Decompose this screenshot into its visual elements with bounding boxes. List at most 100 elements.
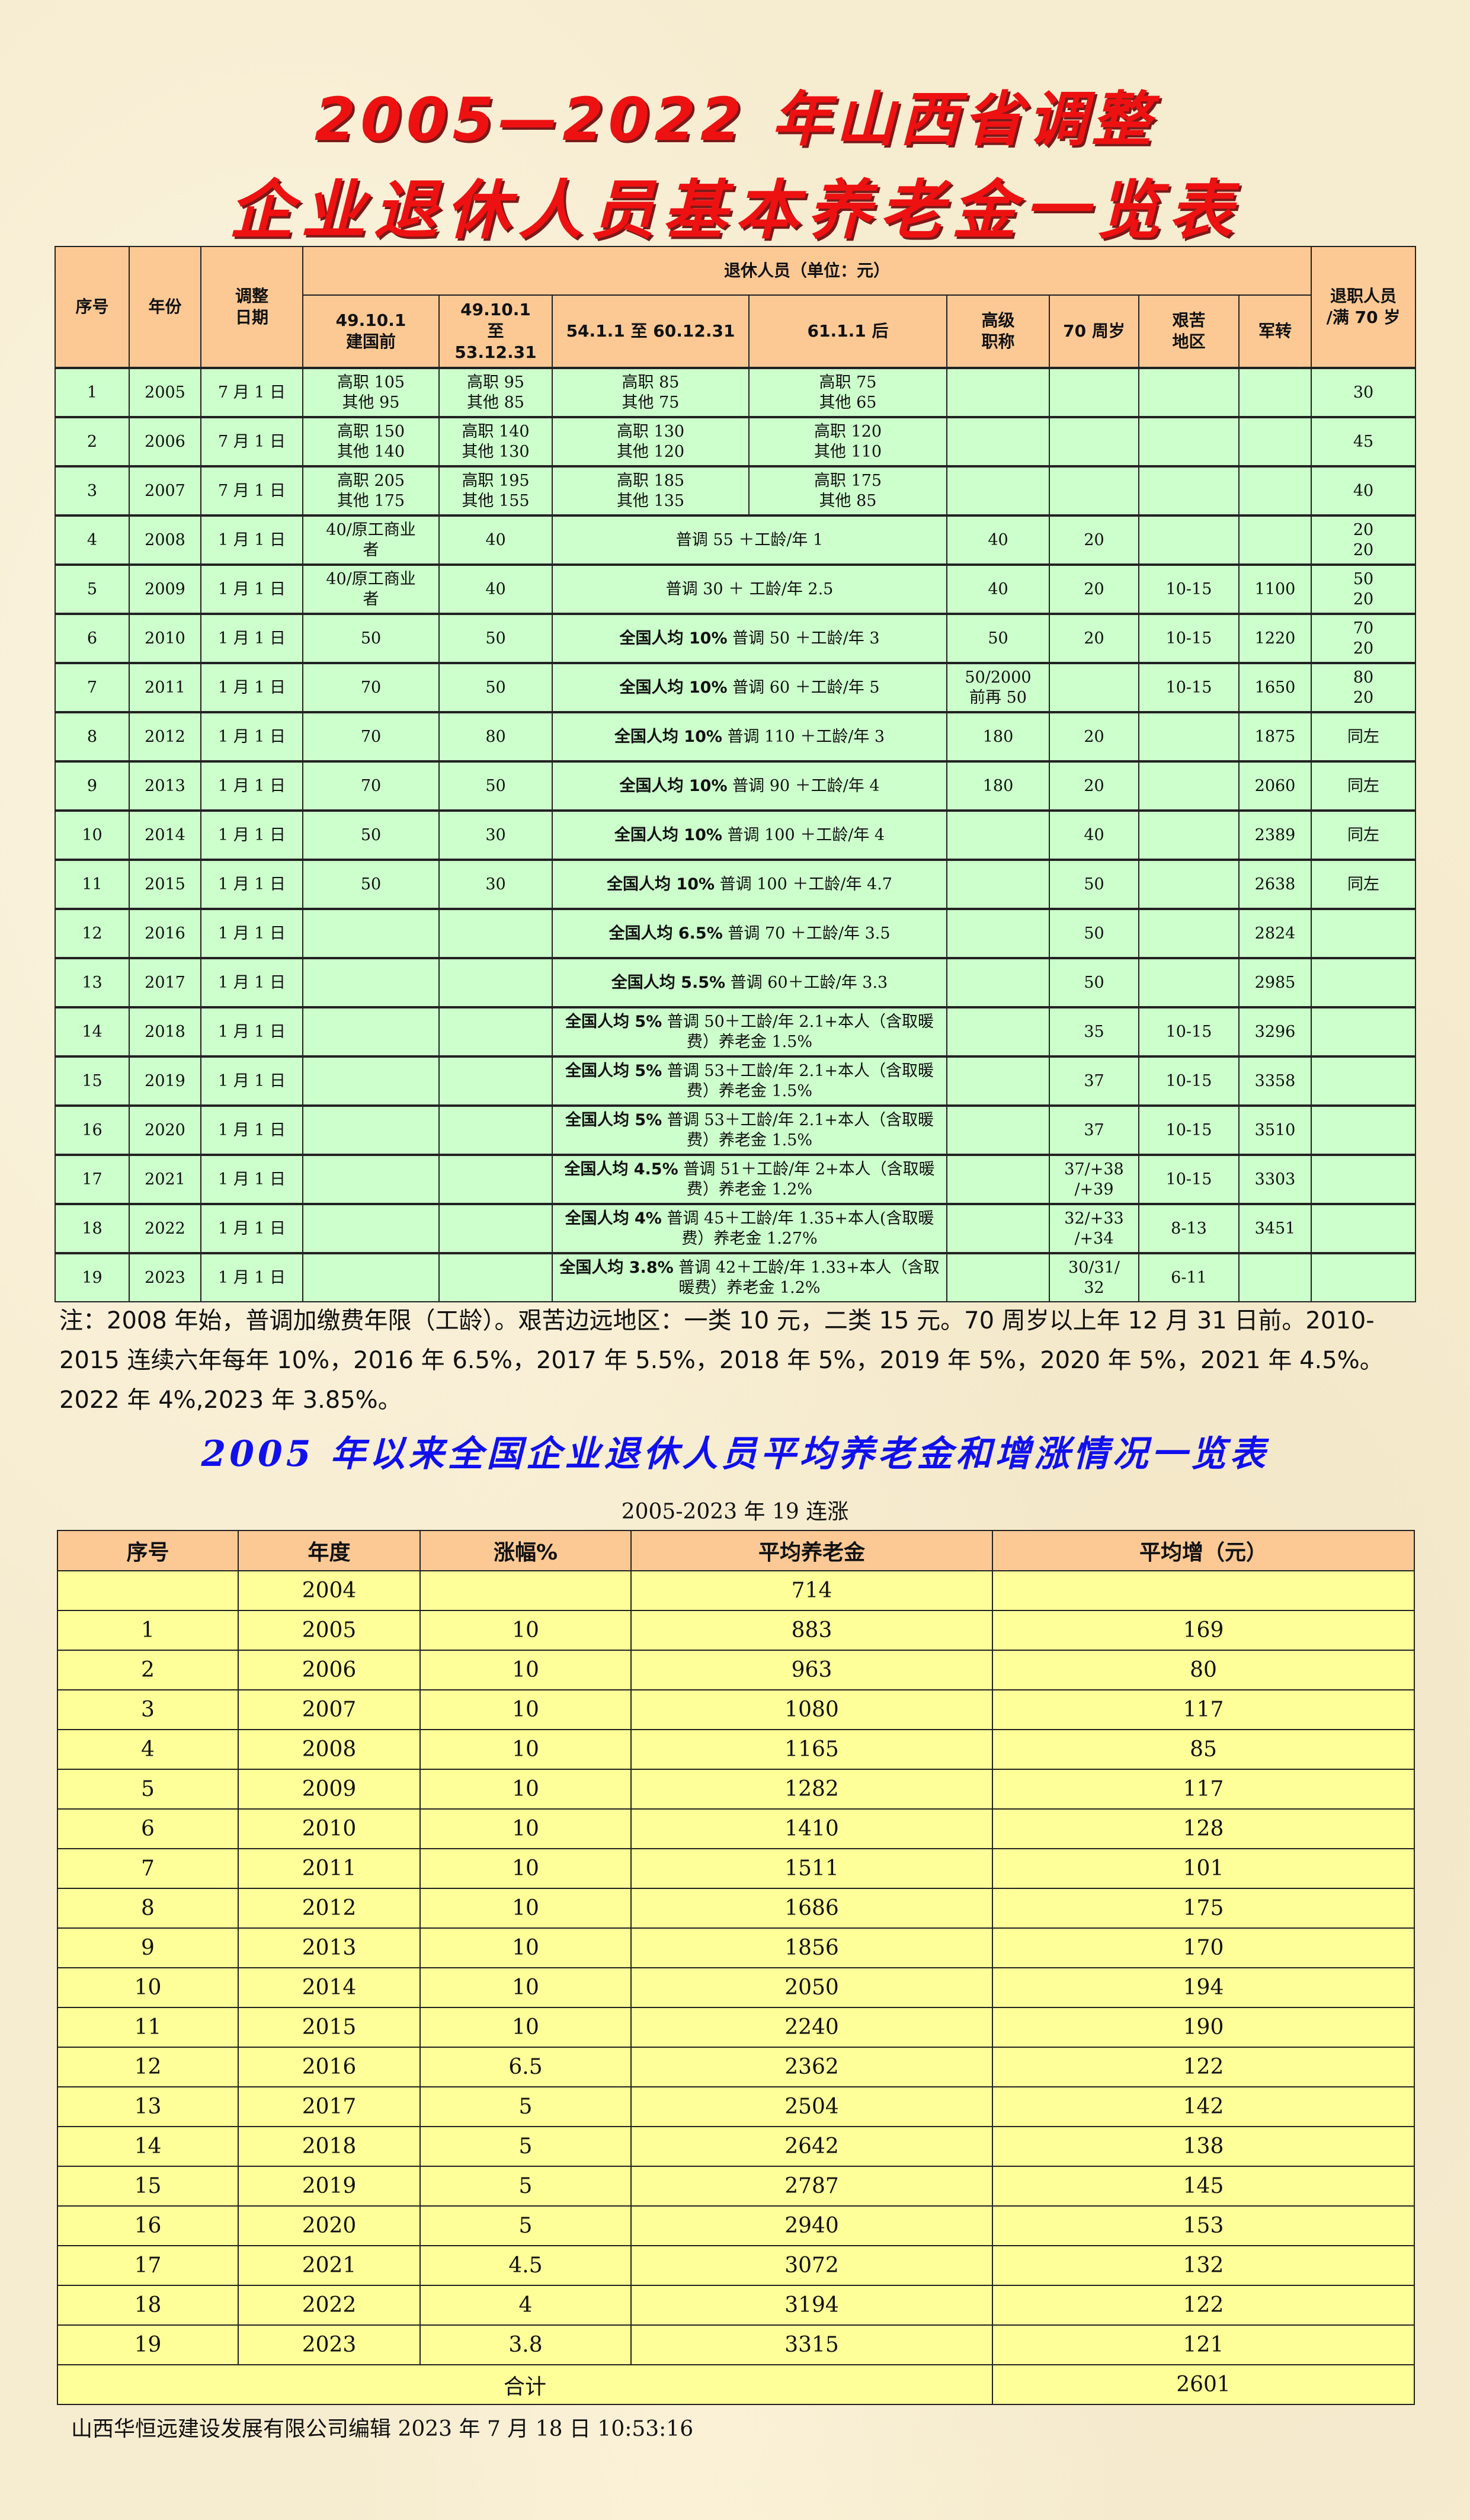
cell-military: 1875 (1238, 712, 1312, 762)
cell-c3: 高职 85 其他 75 (552, 367, 750, 418)
table2-cell: 11 (57, 2007, 239, 2048)
table2-cell: 2007 (238, 1689, 421, 1730)
cell-senior (946, 1056, 1050, 1106)
table2-cell: 2010 (238, 1808, 421, 1849)
cell-seq: 7 (55, 662, 130, 713)
table2-cell: 2050 (630, 1967, 993, 2008)
cell-seq: 19 (55, 1253, 130, 1302)
table2-cell: 2008 (238, 1729, 421, 1770)
cell-age70: 40 (1049, 810, 1139, 860)
cell-hardship (1138, 859, 1240, 910)
adjustment-detail: 普调 100 ＋工龄/年 4.7 (715, 875, 892, 894)
cell-military: 1220 (1238, 613, 1312, 664)
table2-cell: 2023 (238, 2324, 421, 2365)
table-row: 19 2023 1 月 1 日 全国人均 3.8% 普调 42＋工龄/年 1.33+本… (55, 1253, 1417, 1302)
cell-c1 (302, 1105, 440, 1155)
table2-cell: 2015 (238, 2007, 421, 2048)
table-row: 11 2015 10 2240 190 (57, 2007, 1415, 2048)
table-row: 5 2009 10 1282 117 (57, 1769, 1415, 1810)
cell-hardship: 10-15 (1138, 1056, 1240, 1106)
national-average-rate: 全国人均 10% (619, 629, 728, 648)
cell-year: 2021 (129, 1154, 201, 1205)
cell-c3: 高职 185 其他 135 (552, 466, 750, 516)
cell-c2: 高职 195 其他 155 (438, 466, 553, 516)
table2-cell: 10 (57, 1967, 239, 2008)
cell-date: 1 月 1 日 (200, 958, 303, 1008)
table2-cell: 1686 (630, 1888, 993, 1929)
cell-date: 1 月 1 日 (200, 515, 303, 565)
cell-senior (946, 810, 1050, 860)
table-row: 13 2017 1 月 1 日 全国人均 5.5% 普调 60＋工龄/年 3.3 50 2… (55, 958, 1417, 1008)
cell-senior: 50/2000 前再 50 (946, 662, 1050, 713)
cell-year: 2016 (129, 908, 201, 959)
table2-cell: 3072 (630, 2245, 993, 2286)
table2-cell: 2504 (630, 2086, 993, 2127)
cell-c2: 50 (438, 761, 553, 811)
cell-seq: 16 (55, 1105, 130, 1155)
cell-year: 2019 (129, 1056, 201, 1106)
table2-cell: 153 (992, 2205, 1415, 2246)
national-average-rate: 全国人均 6.5% (609, 924, 723, 943)
cell-adjustment-rule: 普调 55 ＋工龄/年 1 (552, 515, 947, 565)
cell-c2 (438, 1056, 553, 1106)
cell-hardship: 10-15 (1138, 1154, 1240, 1205)
table-row: 3 2007 7 月 1 日高职 205 其他 175 高职 195 其他 155 高职… (55, 466, 1417, 516)
cell-hardship: 10-15 (1138, 662, 1240, 713)
cell-military: 1650 (1238, 662, 1312, 713)
cell-military: 2060 (1238, 761, 1312, 811)
table-row: 9 2013 10 1856 170 (57, 1927, 1415, 1968)
cell-adjustment-rule: 全国人均 10% 普调 50 ＋工龄/年 3 (552, 613, 947, 664)
table2-cell: 117 (992, 1769, 1415, 1810)
table2-cell: 16 (57, 2205, 239, 2246)
cell-c2 (438, 1203, 553, 1254)
cell-c1: 高职 105 其他 95 (302, 367, 440, 418)
cell-seq: 17 (55, 1154, 130, 1205)
table-row: 8 2012 10 1686 175 (57, 1888, 1415, 1929)
cell-senior (946, 859, 1050, 910)
cell-year: 2017 (129, 958, 201, 1008)
cell-year: 2015 (129, 859, 201, 910)
table2-header: 平均增（元） (992, 1530, 1415, 1571)
cell-senior (946, 1154, 1050, 1205)
cell-military: 3303 (1238, 1154, 1312, 1205)
cell-c2: 30 (438, 859, 553, 910)
adjustment-detail: 普调 90 ＋工龄/年 4 (727, 776, 880, 795)
national-average-rate: 全国人均 10% (619, 776, 728, 795)
table2-cell: 9 (57, 1927, 239, 1968)
table-row: 16 2020 5 2940 153 (57, 2205, 1415, 2246)
cell-c1: 50 (302, 859, 440, 910)
cell-seq: 5 (55, 564, 130, 614)
cell-senior (946, 958, 1050, 1008)
header-year: 年份 (129, 246, 201, 369)
cell-military: 1100 (1238, 564, 1312, 614)
table2-subtitle: 2005-2023 年 19 连涨 (621, 1500, 849, 1524)
cell-date: 1 月 1 日 (200, 1007, 303, 1057)
table2-cell: 3 (57, 1689, 239, 1730)
table-row: 13 2017 5 2504 142 (57, 2086, 1415, 2127)
cell-military (1238, 1253, 1312, 1302)
cell-hardship (1138, 515, 1240, 565)
cell-retired (1311, 1007, 1417, 1057)
cell-military (1238, 466, 1312, 516)
cell-adjustment-rule: 全国人均 10% 普调 90 ＋工龄/年 4 (552, 761, 947, 811)
table-row: 17 2021 4.5 3072 132 (57, 2245, 1415, 2286)
table2-cell: 2005 (238, 1610, 421, 1651)
cell-military: 3451 (1238, 1203, 1312, 1254)
table2-cell: 169 (992, 1610, 1415, 1651)
cell-hardship (1138, 466, 1240, 516)
cell-year: 2014 (129, 810, 201, 860)
table2-cell: 1856 (630, 1927, 993, 1968)
table2-cell: 15 (57, 2166, 239, 2207)
table2-cell (992, 1570, 1415, 1611)
cell-date: 7 月 1 日 (200, 417, 303, 467)
footnote: 注：2008 年始，普调加缴费年限（工龄）。艰苦边远地区：一类 10 元，二类 … (59, 1307, 1383, 1414)
cell-military: 2824 (1238, 908, 1312, 959)
cell-date: 7 月 1 日 (200, 466, 303, 516)
table-row: 10 2014 10 2050 194 (57, 1967, 1415, 2008)
table2-cell: 1080 (630, 1689, 993, 1730)
cell-senior (946, 1105, 1050, 1155)
table2-cell: 145 (992, 2166, 1415, 2207)
cell-date: 7 月 1 日 (200, 367, 303, 418)
cell-date: 1 月 1 日 (200, 908, 303, 959)
cell-hardship (1138, 908, 1240, 959)
